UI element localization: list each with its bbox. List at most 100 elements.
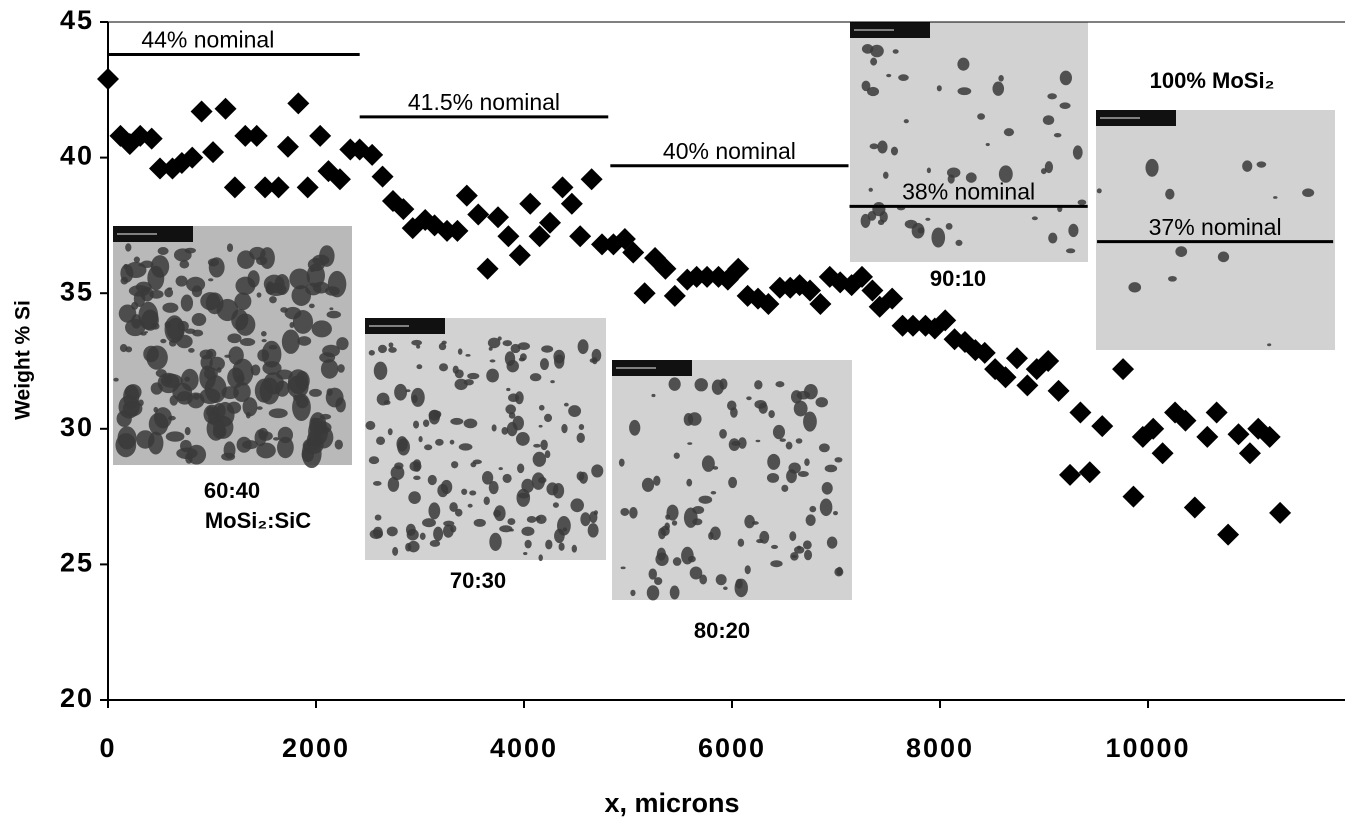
data-point (622, 241, 645, 264)
grain (804, 549, 813, 561)
grain (337, 364, 345, 373)
grain (533, 443, 541, 448)
grain (186, 444, 207, 465)
grain (486, 368, 499, 383)
grain (310, 268, 315, 273)
grain (541, 345, 554, 353)
grain (523, 551, 528, 556)
grain (309, 388, 322, 397)
data-point (446, 219, 469, 242)
image-label: 90:10 (930, 266, 986, 291)
grain (653, 475, 661, 486)
grain (200, 292, 221, 311)
grain (422, 419, 430, 428)
grain (516, 463, 525, 474)
grain (860, 213, 871, 228)
grain (744, 514, 755, 529)
grain (1267, 343, 1272, 347)
grain (216, 367, 222, 373)
grain (408, 491, 421, 504)
data-point (328, 168, 351, 191)
grain (793, 400, 808, 417)
data-point (799, 279, 822, 302)
nominal-label: 38% nominal (902, 178, 1035, 204)
grain (125, 243, 132, 252)
grain (427, 474, 437, 486)
grain (518, 357, 526, 362)
data-point (190, 100, 213, 123)
grain (512, 415, 524, 431)
grain (692, 505, 705, 515)
data-point (901, 314, 924, 337)
grain (1065, 248, 1076, 254)
grain (580, 512, 591, 527)
grain (140, 260, 154, 268)
grain (789, 531, 797, 542)
grain (277, 426, 293, 444)
grain (766, 472, 780, 483)
grain (710, 490, 717, 495)
grain (506, 387, 511, 392)
grain (435, 438, 444, 446)
grain (666, 504, 679, 521)
data-point (1217, 523, 1240, 546)
grain (501, 426, 509, 435)
grain (795, 438, 803, 444)
grain (946, 167, 961, 178)
grain (405, 542, 412, 552)
grain (413, 475, 421, 481)
grain (489, 532, 502, 551)
grain (892, 49, 899, 54)
grain (184, 247, 196, 254)
grain (209, 261, 215, 267)
grain (866, 86, 880, 97)
grain (450, 417, 464, 425)
grain (1273, 196, 1278, 199)
grain (216, 298, 239, 322)
grain (629, 419, 641, 436)
data-point (455, 184, 478, 207)
grain (259, 247, 275, 270)
grain (470, 461, 477, 468)
grain (167, 287, 173, 290)
grain (113, 377, 119, 382)
grain (517, 342, 530, 351)
grain (957, 87, 972, 96)
grain (469, 490, 477, 496)
data-point (1037, 350, 1060, 372)
grain (493, 509, 501, 518)
grain (538, 424, 543, 428)
data-point (223, 176, 246, 199)
grain (176, 391, 193, 405)
grain (180, 294, 194, 312)
grain (802, 540, 812, 550)
grain (125, 261, 147, 279)
data-point (202, 141, 225, 164)
grain (903, 119, 909, 124)
grain (630, 589, 636, 597)
grain (681, 546, 694, 565)
grain (744, 565, 751, 575)
grain (438, 342, 447, 351)
data-point (1078, 461, 1101, 484)
data-point (371, 165, 394, 188)
grain (306, 430, 321, 451)
nominal-label: 40% nominal (663, 138, 796, 164)
data-point (757, 293, 780, 316)
y-tick-label: 45 (60, 5, 94, 35)
grain (738, 437, 747, 449)
grain (532, 451, 547, 467)
grain (281, 329, 300, 354)
nominal-label: 41.5% nominal (408, 89, 560, 115)
grain (334, 439, 343, 450)
grain (169, 395, 178, 406)
grain (263, 274, 285, 294)
data-point (934, 309, 957, 332)
grain (694, 378, 708, 392)
grain (235, 276, 256, 295)
grain (788, 462, 801, 474)
grain (779, 438, 786, 442)
grain (977, 113, 986, 120)
grain (277, 436, 294, 459)
data-point (973, 341, 996, 364)
